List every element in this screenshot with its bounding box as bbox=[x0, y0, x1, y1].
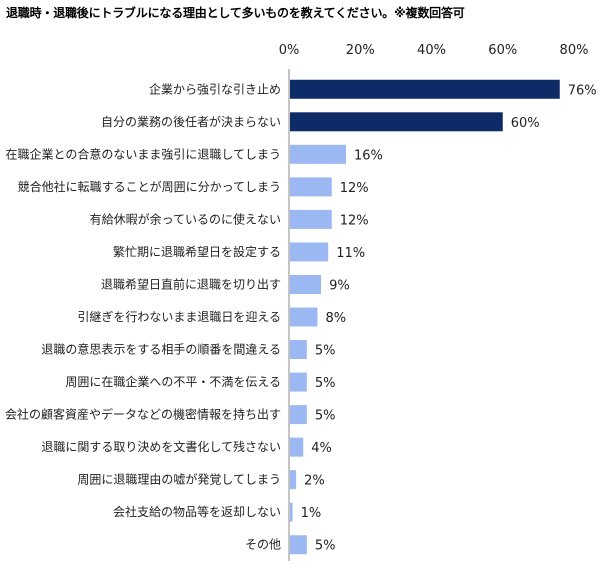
bar bbox=[290, 340, 307, 360]
bar bbox=[290, 274, 322, 294]
bar bbox=[290, 144, 346, 164]
x-tick-label: 40% bbox=[417, 43, 446, 58]
category-label: 自分の業務の後任者が決まらない bbox=[101, 114, 281, 129]
bar bbox=[290, 177, 332, 197]
value-label: 2% bbox=[304, 474, 325, 489]
bar bbox=[290, 209, 332, 229]
bar bbox=[290, 242, 329, 262]
x-axis-ticks: 0% 20% 40% 60% 80% bbox=[279, 43, 589, 58]
x-tick-label: 0% bbox=[279, 43, 300, 58]
bar bbox=[290, 372, 307, 392]
category-label: 会社支給の物品等を返却しない bbox=[113, 504, 281, 519]
category-label: 競合他社に転職することが周囲に分かってしまう bbox=[18, 179, 281, 194]
value-label: 12% bbox=[340, 213, 369, 228]
value-label: 1% bbox=[301, 506, 322, 521]
category-label: 在職企業との合意のないまま強引に退職してしまう bbox=[5, 146, 281, 161]
value-label: 60% bbox=[511, 116, 540, 131]
value-label: 4% bbox=[311, 441, 332, 456]
value-label: 5% bbox=[315, 539, 336, 554]
x-tick-label: 20% bbox=[346, 43, 375, 58]
value-label: 16% bbox=[354, 148, 383, 163]
value-label: 8% bbox=[326, 311, 347, 326]
bar bbox=[290, 470, 297, 490]
value-label: 9% bbox=[329, 278, 350, 293]
value-labels: 76% 60% 16% 12% 12% 11% 9% 8% 5% 5% 5% 4% 2% 1% 5% bbox=[301, 83, 597, 553]
bar bbox=[290, 112, 503, 132]
x-tick-label: 80% bbox=[560, 43, 589, 58]
category-label: 繁忙期に退職希望日を設定する bbox=[113, 244, 281, 259]
bar bbox=[290, 307, 318, 327]
category-labels: 企業から強引な引き止め自分の業務の後任者が決まらない在職企業との合意のないまま強… bbox=[5, 81, 281, 551]
bar bbox=[290, 437, 304, 457]
category-label: 周囲に在職企業への不平・不満を伝える bbox=[65, 374, 281, 389]
value-label: 5% bbox=[315, 409, 336, 424]
bar bbox=[290, 405, 307, 425]
x-tick-label: 60% bbox=[488, 43, 517, 58]
bar bbox=[290, 535, 307, 555]
category-label: 引継ぎを行わないまま退職日を迎える bbox=[77, 309, 281, 324]
bar bbox=[290, 502, 293, 522]
category-label: その他 bbox=[245, 538, 281, 552]
value-label: 11% bbox=[336, 246, 365, 261]
value-label: 5% bbox=[315, 376, 336, 391]
category-label: 有給休暇が余っているのに使えない bbox=[90, 211, 281, 226]
category-label: 退職の意思表示をする相手の順番を間違える bbox=[41, 342, 281, 357]
category-label: 退職に関する取り決めを文書化して残さない bbox=[41, 439, 281, 454]
value-label: 5% bbox=[315, 344, 336, 359]
bars bbox=[290, 79, 560, 555]
category-label: 周囲に退職理由の嘘が発覚してしまう bbox=[77, 472, 281, 487]
value-label: 76% bbox=[568, 83, 597, 98]
bar bbox=[290, 79, 560, 99]
value-label: 12% bbox=[340, 181, 369, 196]
chart-title: 退職時・退職後にトラブルになる理由として多いものを教えてください。※複数回答可 bbox=[6, 6, 465, 20]
category-label: 会社の顧客資産やデータなどの機密情報を持ち出す bbox=[5, 407, 281, 422]
category-label: 企業から強引な引き止め bbox=[149, 81, 281, 96]
category-label: 退職希望日直前に退職を切り出す bbox=[101, 276, 281, 291]
